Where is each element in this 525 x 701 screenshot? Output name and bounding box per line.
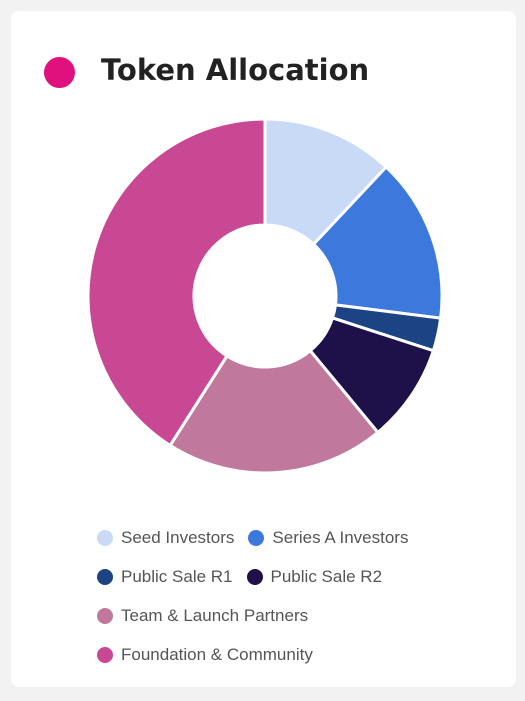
legend-label: Public Sale R2 <box>270 566 383 586</box>
legend-item-public-sale-r1[interactable]: Public Sale R1 <box>97 567 233 587</box>
legend-item-series-a-investors[interactable]: Series A Investors <box>248 528 408 548</box>
legend-label: Foundation & Community <box>121 644 313 664</box>
donut-slice-foundation-community[interactable] <box>86 117 267 448</box>
chart-legend: Seed Investors Series A Investors Public S… <box>97 518 517 674</box>
token-allocation-card: Token Allocation Seed Investors Series A … <box>11 11 516 687</box>
legend-swatch-icon <box>97 529 113 546</box>
title-dot-icon <box>44 57 75 88</box>
legend-swatch-icon <box>97 607 113 624</box>
legend-row: Seed Investors Series A Investors <box>97 518 517 557</box>
legend-item-seed-investors[interactable]: Seed Investors <box>97 528 234 548</box>
donut-slice-seed-investors[interactable] <box>263 117 389 247</box>
legend-swatch-icon <box>97 646 113 663</box>
legend-swatch-icon <box>248 529 265 546</box>
donut-slice-series-a-investors[interactable] <box>311 164 444 320</box>
legend-row: Team & Launch Partners <box>97 596 517 635</box>
legend-label: Seed Investors <box>121 527 235 547</box>
donut-chart <box>86 117 444 475</box>
card-header: Token Allocation <box>11 51 516 93</box>
legend-item-foundation-community[interactable]: Foundation & Community <box>97 645 313 665</box>
legend-label: Series A Investors <box>272 527 409 547</box>
donut-slice-team-launch-partners[interactable] <box>168 348 380 475</box>
legend-item-team-launch-partners[interactable]: Team & Launch Partners <box>97 606 308 626</box>
legend-label: Team & Launch Partners <box>121 605 309 625</box>
legend-label: Public Sale R1 <box>121 566 233 586</box>
legend-row: Foundation & Community <box>97 635 517 674</box>
legend-item-public-sale-r2[interactable]: Public Sale R2 <box>246 566 383 587</box>
legend-row: Public Sale R1 Public Sale R2 <box>97 557 517 596</box>
legend-swatch-icon <box>97 568 113 585</box>
card-title: Token Allocation <box>101 53 370 87</box>
legend-swatch-icon <box>246 568 263 585</box>
